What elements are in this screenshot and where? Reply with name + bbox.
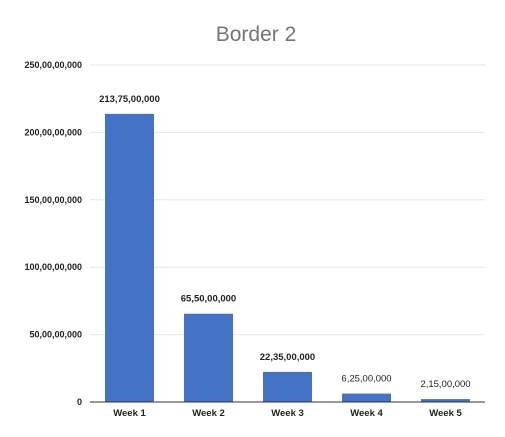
bars	[105, 113, 470, 403]
y-tick-label: 200,00,00,000	[24, 127, 82, 137]
data-label: 213,75,00,000	[99, 94, 160, 105]
x-tick-label: Week 2	[192, 408, 225, 419]
bar	[184, 313, 233, 402]
data-label: 22,35,00,000	[260, 352, 315, 363]
x-tick-label: Week 3	[271, 408, 304, 419]
data-label: 2,15,00,000	[420, 379, 470, 390]
data-labels: 213,75,00,000 65,50,00,000 22,35,00,000 6,2…	[99, 94, 470, 390]
bar	[105, 113, 154, 403]
gridlines	[90, 64, 485, 336]
x-tick-label: Week 4	[350, 408, 383, 419]
y-tick-label: 50,00,00,000	[29, 330, 82, 340]
bar	[421, 399, 470, 402]
y-tick-label: 100,00,00,000	[24, 262, 82, 272]
data-label: 65,50,00,000	[181, 294, 236, 305]
x-axis-ticks: Week 1 Week 2 Week 3 Week 4 Week 5	[113, 408, 462, 419]
x-tick-label: Week 5	[429, 408, 462, 419]
bar	[342, 393, 391, 402]
x-tick-label: Week 1	[113, 408, 146, 419]
y-tick-label: 0	[77, 397, 82, 407]
chart-title: Border 2	[216, 23, 297, 46]
y-tick-label: 250,00,00,000	[24, 60, 82, 70]
data-label: 6,25,00,000	[341, 374, 391, 385]
bar	[263, 371, 312, 402]
y-axis-ticks: 0 50,00,00,000 100,00,00,000 150,00,00,000 2…	[24, 60, 82, 407]
y-tick-label: 150,00,00,000	[24, 195, 82, 205]
